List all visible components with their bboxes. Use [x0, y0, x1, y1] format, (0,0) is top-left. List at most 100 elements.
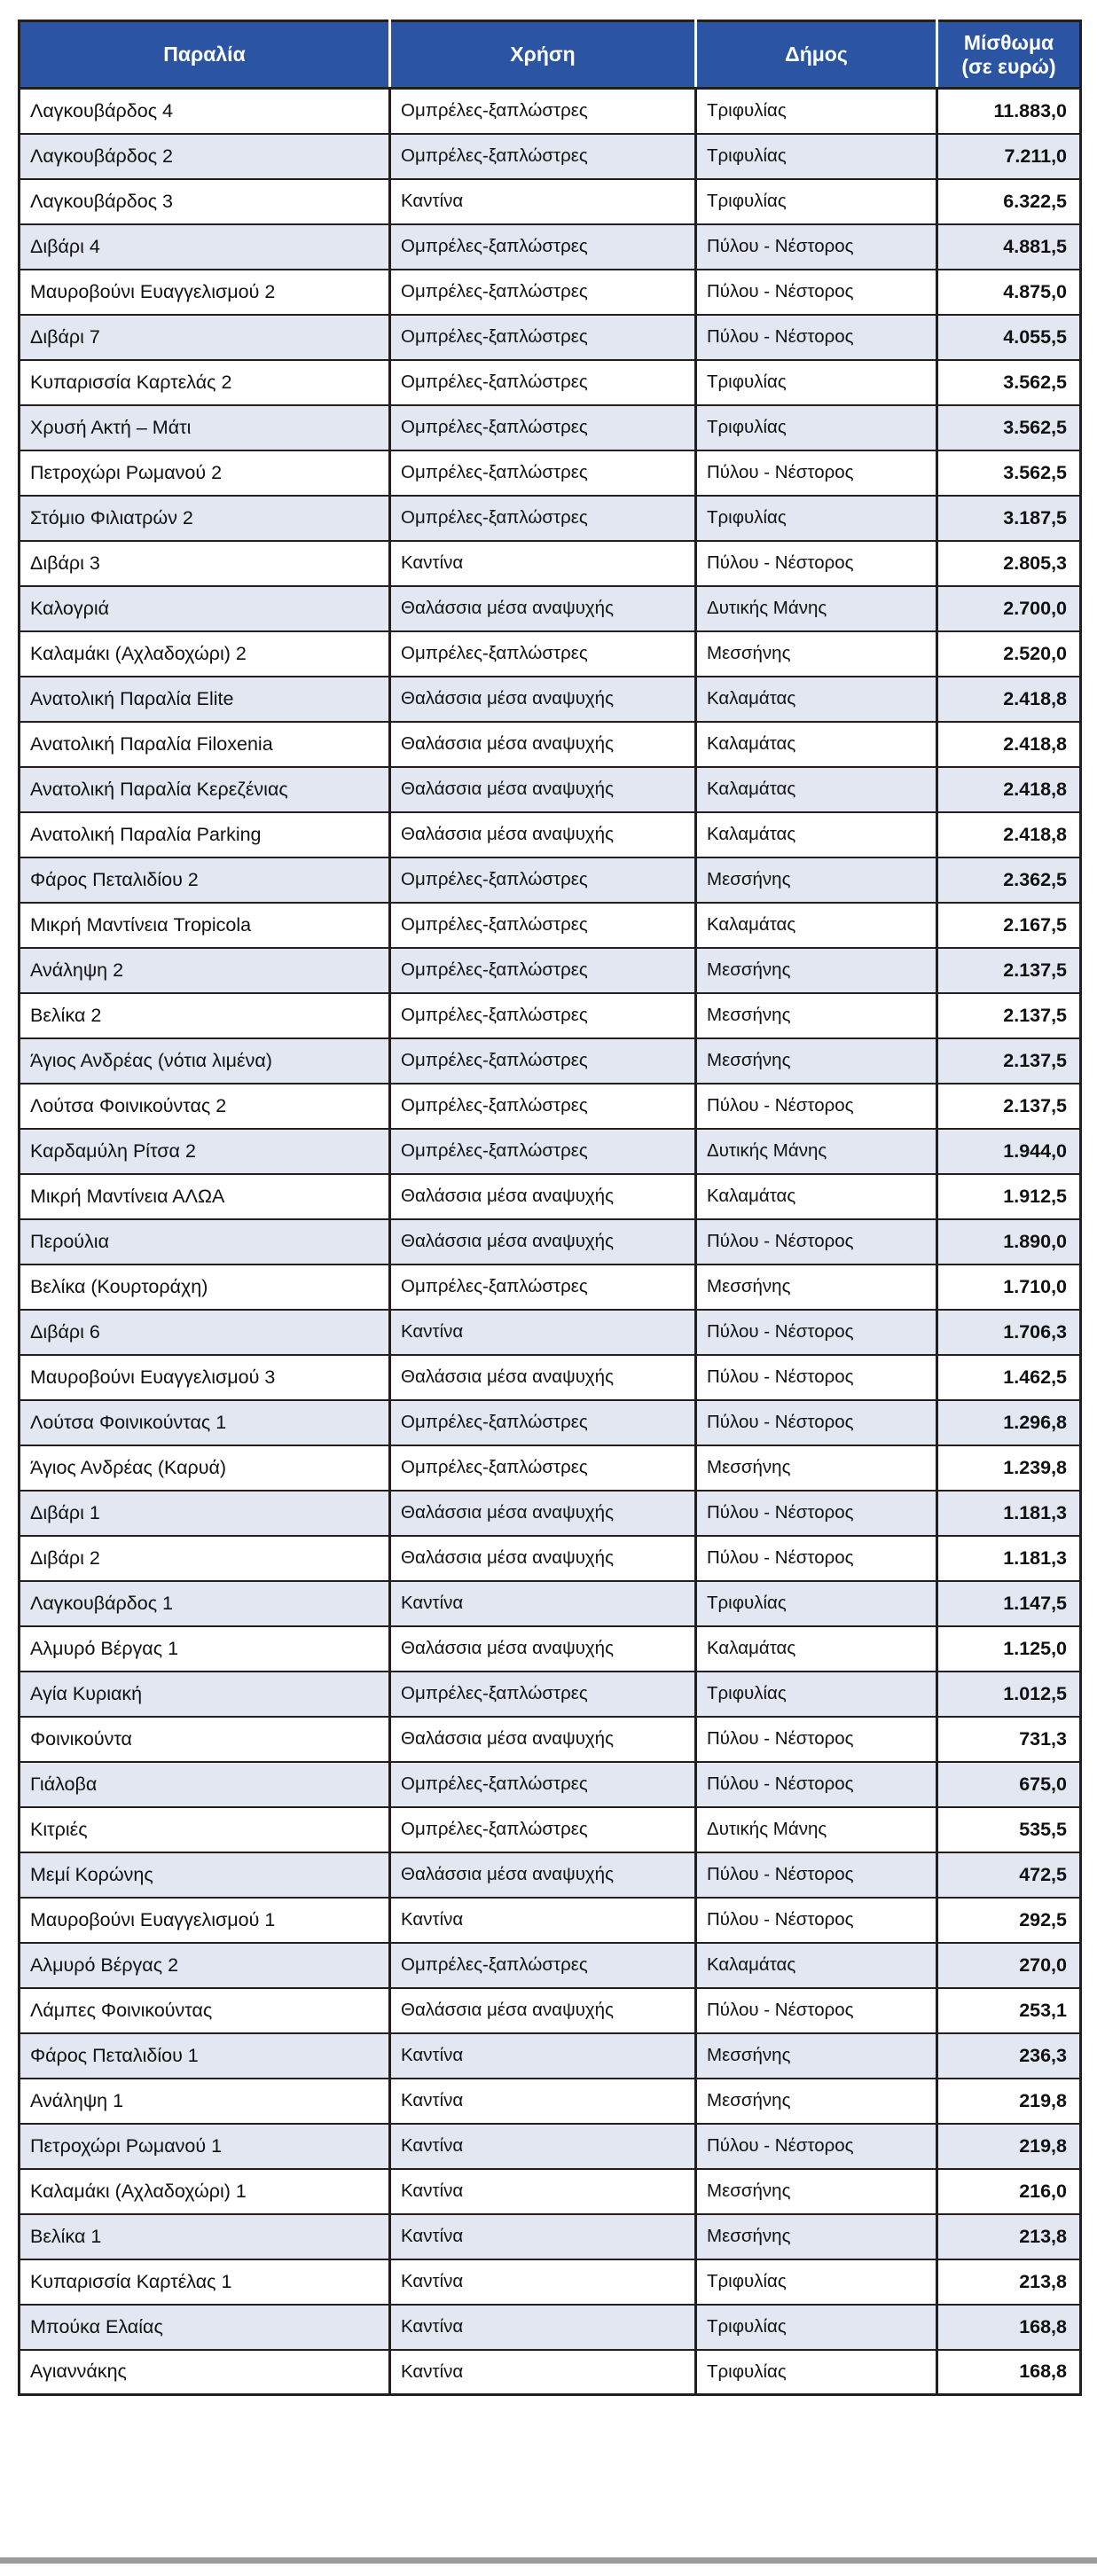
cell-rent: 2.137,5 [936, 947, 1081, 994]
cell-beach: Βελίκα (Κουρτοράχη) [19, 1264, 391, 1311]
table-row: Αλμυρό Βέργας 2 Ομπρέλες-ξαπλώστρες Καλαμά… [19, 1942, 1081, 1989]
cell-municipality: Καλαμάτας [695, 1942, 938, 1989]
cell-rent: 213,8 [936, 2259, 1081, 2306]
cell-use: Θαλάσσια μέσα αναψυχής [389, 721, 697, 768]
cell-beach: Ανατολική Παραλία Elite [19, 676, 391, 723]
table-row: Κυπαρισσία Καρτέλας 1 Καντίνα Τριφυλίας 213… [19, 2259, 1081, 2306]
cell-beach: Μπούκα Ελαίας [19, 2304, 391, 2351]
cell-use: Καντίνα [389, 2078, 697, 2125]
cell-municipality: Καλαμάτας [695, 721, 938, 768]
cell-beach: Λαγκουβάρδος 4 [19, 88, 391, 135]
cell-rent: 2.137,5 [936, 1037, 1081, 1084]
cell-beach: Στόμιο Φιλιατρών 2 [19, 495, 391, 542]
cell-rent: 2.418,8 [936, 676, 1081, 723]
table-row: Καλαμάκι (Αχλαδοχώρι) 2 Ομπρέλες-ξαπλώστρ… [19, 630, 1081, 677]
cell-beach: Γιάλοβα [19, 1761, 391, 1808]
table-row: Διβάρι 1 Θαλάσσια μέσα αναψυχής Πύλου - Νέ… [19, 1490, 1081, 1537]
table-header: Παραλία Χρήση Δήμος Μίσθωμα (σε ευρώ) [19, 20, 1081, 90]
cell-rent: 2.418,8 [936, 811, 1081, 858]
cell-use: Θαλάσσια μέσα αναψυχής [389, 811, 697, 858]
table-row: Μεμί Κορώνης Θαλάσσια μέσα αναψυχής Πύλου … [19, 1852, 1081, 1899]
column-header-municipality: Δήμος [695, 20, 938, 90]
table-row: Φοινικούντα Θαλάσσια μέσα αναψυχής Πύλου -… [19, 1716, 1081, 1763]
footer-divider [0, 2557, 1097, 2564]
table-row: Λαγκουβάρδος 1 Καντίνα Τριφυλίας 1.147,5 [19, 1580, 1081, 1627]
cell-rent: 535,5 [936, 1806, 1081, 1853]
cell-use: Θαλάσσια μέσα αναψυχής [389, 585, 697, 632]
beach-rents-table: Παραλία Χρήση Δήμος Μίσθωμα (σε ευρώ) Λα… [18, 20, 1082, 2396]
column-header-rent-sublabel: (σε ευρώ) [961, 54, 1056, 78]
cell-use: Ομπρέλες-ξαπλώστρες [389, 992, 697, 1039]
cell-beach: Χρυσή Ακτή – Μάτι [19, 404, 391, 451]
cell-municipality: Μεσσήνης [695, 2078, 938, 2125]
cell-beach: Ανατολική Παραλία Parking [19, 811, 391, 858]
cell-rent: 2.520,0 [936, 630, 1081, 677]
cell-beach: Πετροχώρι Ρωμανού 1 [19, 2123, 391, 2170]
cell-rent: 292,5 [936, 1897, 1081, 1944]
table-row: Πετροχώρι Ρωμανού 2 Ομπρέλες-ξαπλώστρες Πύ… [19, 450, 1081, 497]
cell-municipality: Καλαμάτας [695, 676, 938, 723]
cell-use: Καντίνα [389, 2349, 697, 2395]
table-row: Χρυσή Ακτή – Μάτι Ομπρέλες-ξαπλώστρες Τριφ… [19, 404, 1081, 451]
cell-rent: 1.890,0 [936, 1218, 1081, 1265]
cell-municipality: Τριφυλίας [695, 178, 938, 225]
cell-beach: Κυπαρισσία Καρτελάς 2 [19, 359, 391, 406]
cell-rent: 4.881,5 [936, 223, 1081, 270]
cell-municipality: Μεσσήνης [695, 857, 938, 904]
cell-municipality: Καλαμάτας [695, 902, 938, 949]
cell-use: Καντίνα [389, 2032, 697, 2079]
cell-use: Θαλάσσια μέσα αναψυχής [389, 1625, 697, 1672]
table-row: Μικρή Μαντίνεια Tropicola Ομπρέλες-ξαπλώσ… [19, 902, 1081, 949]
cell-rent: 219,8 [936, 2123, 1081, 2170]
cell-municipality: Πύλου - Νέστορος [695, 1354, 938, 1401]
cell-beach: Κιτριές [19, 1806, 391, 1853]
cell-beach: Διβάρι 7 [19, 314, 391, 361]
cell-beach: Μικρή Μαντίνεια Tropicola [19, 902, 391, 949]
cell-beach: Λαγκουβάρδος 1 [19, 1580, 391, 1627]
cell-municipality: Μεσσήνης [695, 630, 938, 677]
table-row: Κιτριές Ομπρέλες-ξαπλώστρες Δυτικής Μάνης 5… [19, 1806, 1081, 1853]
table-row: Φάρος Πεταλιδίου 2 Ομπρέλες-ξαπλώστρες Μεσ… [19, 857, 1081, 904]
cell-municipality: Πύλου - Νέστορος [695, 269, 938, 316]
cell-rent: 2.167,5 [936, 902, 1081, 949]
table-row: Κυπαρισσία Καρτελάς 2 Ομπρέλες-ξαπλώστρες… [19, 359, 1081, 406]
cell-municipality: Τριφυλίας [695, 2304, 938, 2351]
cell-municipality: Καλαμάτας [695, 1625, 938, 1672]
cell-municipality: Δυτικής Μάνης [695, 1128, 938, 1175]
cell-use: Καντίνα [389, 2213, 697, 2260]
table-row: Καρδαμύλη Ρίτσα 2 Ομπρέλες-ξαπλώστρες Δυτι… [19, 1128, 1081, 1175]
cell-municipality: Μεσσήνης [695, 1037, 938, 1084]
cell-beach: Μαυροβούνι Ευαγγελισμού 2 [19, 269, 391, 316]
table-row: Διβάρι 3 Καντίνα Πύλου - Νέστορος 2.805,3 [19, 540, 1081, 587]
column-header-municipality-label: Δήμος [785, 43, 848, 67]
cell-municipality: Τριφυλίας [695, 2259, 938, 2306]
cell-municipality: Μεσσήνης [695, 2168, 938, 2215]
cell-municipality: Πύλου - Νέστορος [695, 1218, 938, 1265]
cell-beach: Διβάρι 2 [19, 1535, 391, 1582]
table-row: Ανατολική Παραλία Filoxenia Θαλάσσια μέσα… [19, 721, 1081, 768]
table-header-row: Παραλία Χρήση Δήμος Μίσθωμα (σε ευρώ) [19, 20, 1081, 90]
cell-rent: 3.562,5 [936, 359, 1081, 406]
table-row: Καλαμάκι (Αχλαδοχώρι) 1 Καντίνα Μεσσήνης 21… [19, 2168, 1081, 2215]
cell-rent: 2.418,8 [936, 766, 1081, 813]
table-row: Λούτσα Φοινικούντας 1 Ομπρέλες-ξαπλώστρες… [19, 1399, 1081, 1446]
cell-municipality: Πύλου - Νέστορος [695, 1535, 938, 1582]
cell-use: Καντίνα [389, 2259, 697, 2306]
cell-municipality: Πύλου - Νέστορος [695, 1490, 938, 1537]
cell-municipality: Τριφυλίας [695, 1671, 938, 1718]
cell-municipality: Πύλου - Νέστορος [695, 1399, 938, 1446]
cell-use: Ομπρέλες-ξαπλώστρες [389, 1399, 697, 1446]
cell-beach: Κυπαρισσία Καρτέλας 1 [19, 2259, 391, 2306]
table-row: Λαγκουβάρδος 3 Καντίνα Τριφυλίας 6.322,5 [19, 178, 1081, 225]
cell-beach: Λαγκουβάρδος 2 [19, 133, 391, 180]
table-row: Μπούκα Ελαίας Καντίνα Τριφυλίας 168,8 [19, 2304, 1081, 2351]
cell-beach: Διβάρι 4 [19, 223, 391, 270]
cell-municipality: Πύλου - Νέστορος [695, 1987, 938, 2034]
cell-use: Ομπρέλες-ξαπλώστρες [389, 269, 697, 316]
cell-rent: 168,8 [936, 2304, 1081, 2351]
cell-beach: Ανατολική Παραλία Filoxenia [19, 721, 391, 768]
cell-municipality: Πύλου - Νέστορος [695, 450, 938, 497]
cell-rent: 11.883,0 [936, 88, 1081, 135]
cell-beach: Φάρος Πεταλιδίου 2 [19, 857, 391, 904]
